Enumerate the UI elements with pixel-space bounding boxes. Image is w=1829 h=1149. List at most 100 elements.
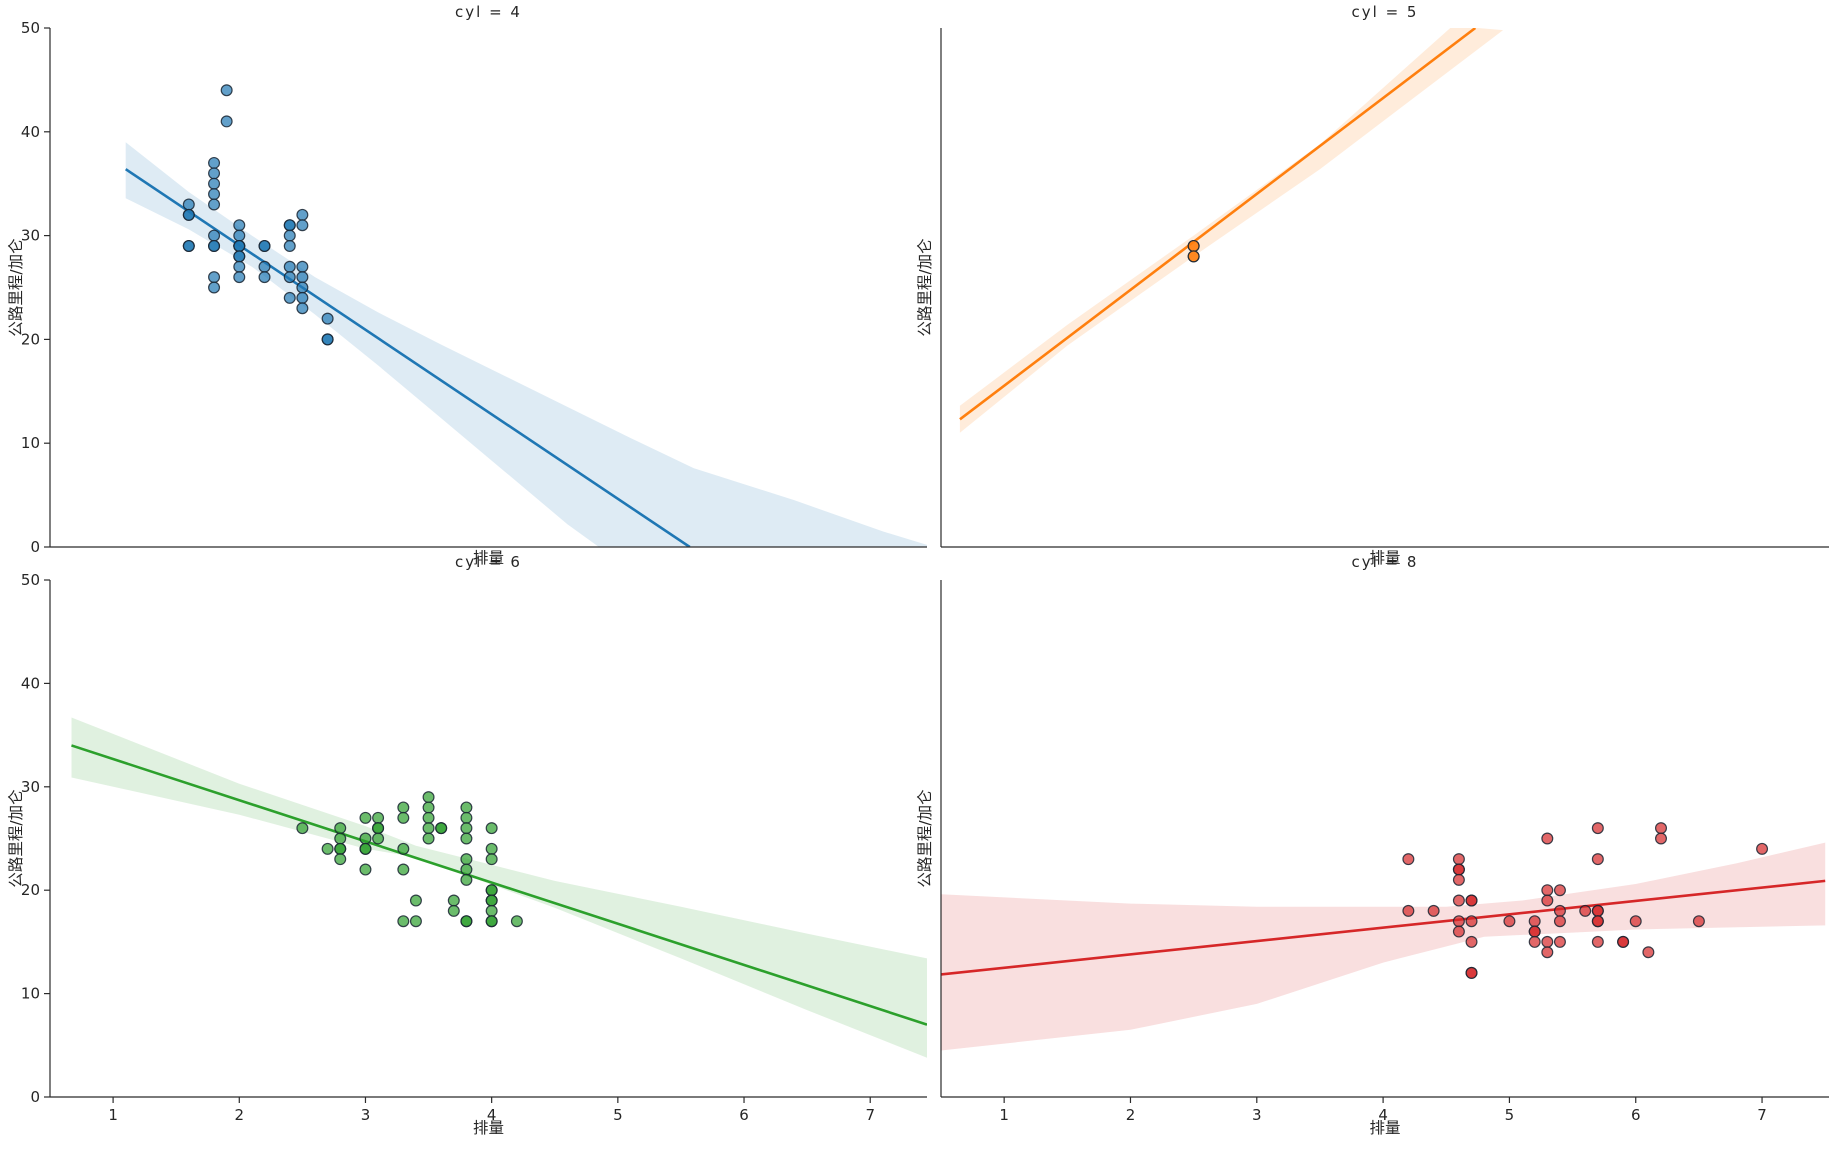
data-point bbox=[208, 198, 221, 211]
data-point bbox=[1591, 822, 1604, 835]
data-point bbox=[1654, 822, 1667, 835]
data-point bbox=[485, 842, 498, 855]
data-point bbox=[283, 291, 296, 304]
data-point bbox=[1541, 832, 1554, 845]
data-point bbox=[233, 271, 246, 284]
data-point bbox=[422, 811, 435, 824]
data-point bbox=[208, 167, 221, 180]
data-point bbox=[334, 842, 347, 855]
confidence-band bbox=[941, 842, 1826, 1051]
data-point bbox=[397, 915, 410, 928]
data-point bbox=[1579, 904, 1592, 917]
data-point bbox=[359, 842, 372, 855]
data-point bbox=[283, 219, 296, 232]
data-point bbox=[220, 115, 233, 128]
data-point bbox=[233, 229, 246, 242]
data-point bbox=[1402, 904, 1415, 917]
data-point bbox=[1528, 915, 1541, 928]
data-point bbox=[397, 863, 410, 876]
x-tick-label: 2 bbox=[235, 1106, 245, 1124]
y-tick-label: 40 bbox=[21, 674, 40, 692]
x-tick-label: 7 bbox=[865, 1106, 875, 1124]
data-point bbox=[1553, 904, 1566, 917]
data-point bbox=[485, 915, 498, 928]
data-point bbox=[296, 302, 309, 315]
x-tick-label: 2 bbox=[1126, 1106, 1136, 1124]
y-tick-label: 50 bbox=[21, 571, 40, 589]
x-axis-label: 排量 bbox=[1369, 1119, 1400, 1137]
data-point bbox=[258, 239, 271, 252]
plot-area bbox=[959, 28, 1504, 433]
data-point bbox=[296, 271, 309, 284]
plot-area bbox=[941, 822, 1826, 1051]
data-point bbox=[1452, 894, 1465, 907]
y-tick-label: 30 bbox=[21, 778, 40, 796]
data-point bbox=[283, 271, 296, 284]
data-point bbox=[182, 208, 195, 221]
data-point bbox=[372, 811, 385, 824]
regression-line bbox=[959, 28, 1477, 421]
data-point bbox=[447, 904, 460, 917]
data-point bbox=[510, 915, 523, 928]
data-point bbox=[208, 177, 221, 190]
data-point bbox=[1187, 250, 1200, 263]
x-tick-label: 3 bbox=[361, 1106, 371, 1124]
facet-title: cyl = 6 bbox=[455, 553, 522, 571]
data-point bbox=[1541, 884, 1554, 897]
plot-area bbox=[71, 717, 927, 1058]
regression-line bbox=[941, 879, 1826, 976]
data-point bbox=[296, 208, 309, 221]
data-point bbox=[359, 863, 372, 876]
data-point bbox=[1692, 915, 1705, 928]
x-tick-label: 7 bbox=[1757, 1106, 1767, 1124]
y-axis-label: 公路里程/加仑 bbox=[916, 789, 934, 887]
y-tick-label: 40 bbox=[21, 123, 40, 141]
data-point bbox=[283, 260, 296, 273]
x-tick-label: 3 bbox=[1252, 1106, 1262, 1124]
data-point bbox=[1553, 884, 1566, 897]
x-tick-label: 6 bbox=[739, 1106, 749, 1124]
data-point bbox=[1452, 873, 1465, 886]
data-point bbox=[397, 842, 410, 855]
data-point bbox=[1553, 915, 1566, 928]
data-point bbox=[397, 811, 410, 824]
data-point bbox=[409, 894, 422, 907]
data-point bbox=[422, 791, 435, 804]
data-point bbox=[1187, 239, 1200, 252]
data-point bbox=[359, 811, 372, 824]
data-point bbox=[460, 832, 473, 845]
data-point bbox=[1617, 935, 1630, 948]
data-point bbox=[1452, 925, 1465, 938]
data-point bbox=[1452, 853, 1465, 866]
x-tick-label: 6 bbox=[1631, 1106, 1641, 1124]
data-point bbox=[283, 239, 296, 252]
data-point bbox=[233, 250, 246, 263]
data-point bbox=[334, 832, 347, 845]
x-tick-label: 4 bbox=[1378, 1106, 1388, 1124]
facet-cyl-6: cyl = 6 排量 公路里程/加仑 1 2 3 4 5 6 7 0 10 20 30 40 50 bbox=[7, 553, 927, 1137]
facet-title: cyl = 5 bbox=[1352, 3, 1419, 21]
y-tick-label: 50 bbox=[21, 19, 40, 37]
regression-line bbox=[124, 168, 691, 547]
data-point bbox=[1465, 915, 1478, 928]
data-point bbox=[1553, 935, 1566, 948]
data-point bbox=[208, 156, 221, 169]
data-point bbox=[258, 271, 271, 284]
data-point bbox=[422, 832, 435, 845]
x-tick-label: 5 bbox=[1505, 1106, 1515, 1124]
x-tick-label: 1 bbox=[999, 1106, 1009, 1124]
data-point bbox=[182, 198, 195, 211]
data-point bbox=[1541, 894, 1554, 907]
data-point bbox=[1427, 904, 1440, 917]
data-point bbox=[460, 863, 473, 876]
confidence-band bbox=[959, 28, 1504, 433]
data-point bbox=[1528, 935, 1541, 948]
y-tick-label: 10 bbox=[21, 985, 40, 1003]
data-point bbox=[1541, 935, 1554, 948]
y-tick-label: 20 bbox=[21, 330, 40, 348]
data-point bbox=[1402, 853, 1415, 866]
facet-cyl-8: cyl = 8 排量 公路里程/加仑 1 2 3 4 5 6 7 bbox=[916, 553, 1829, 1137]
data-point bbox=[208, 239, 221, 252]
data-point bbox=[460, 873, 473, 886]
